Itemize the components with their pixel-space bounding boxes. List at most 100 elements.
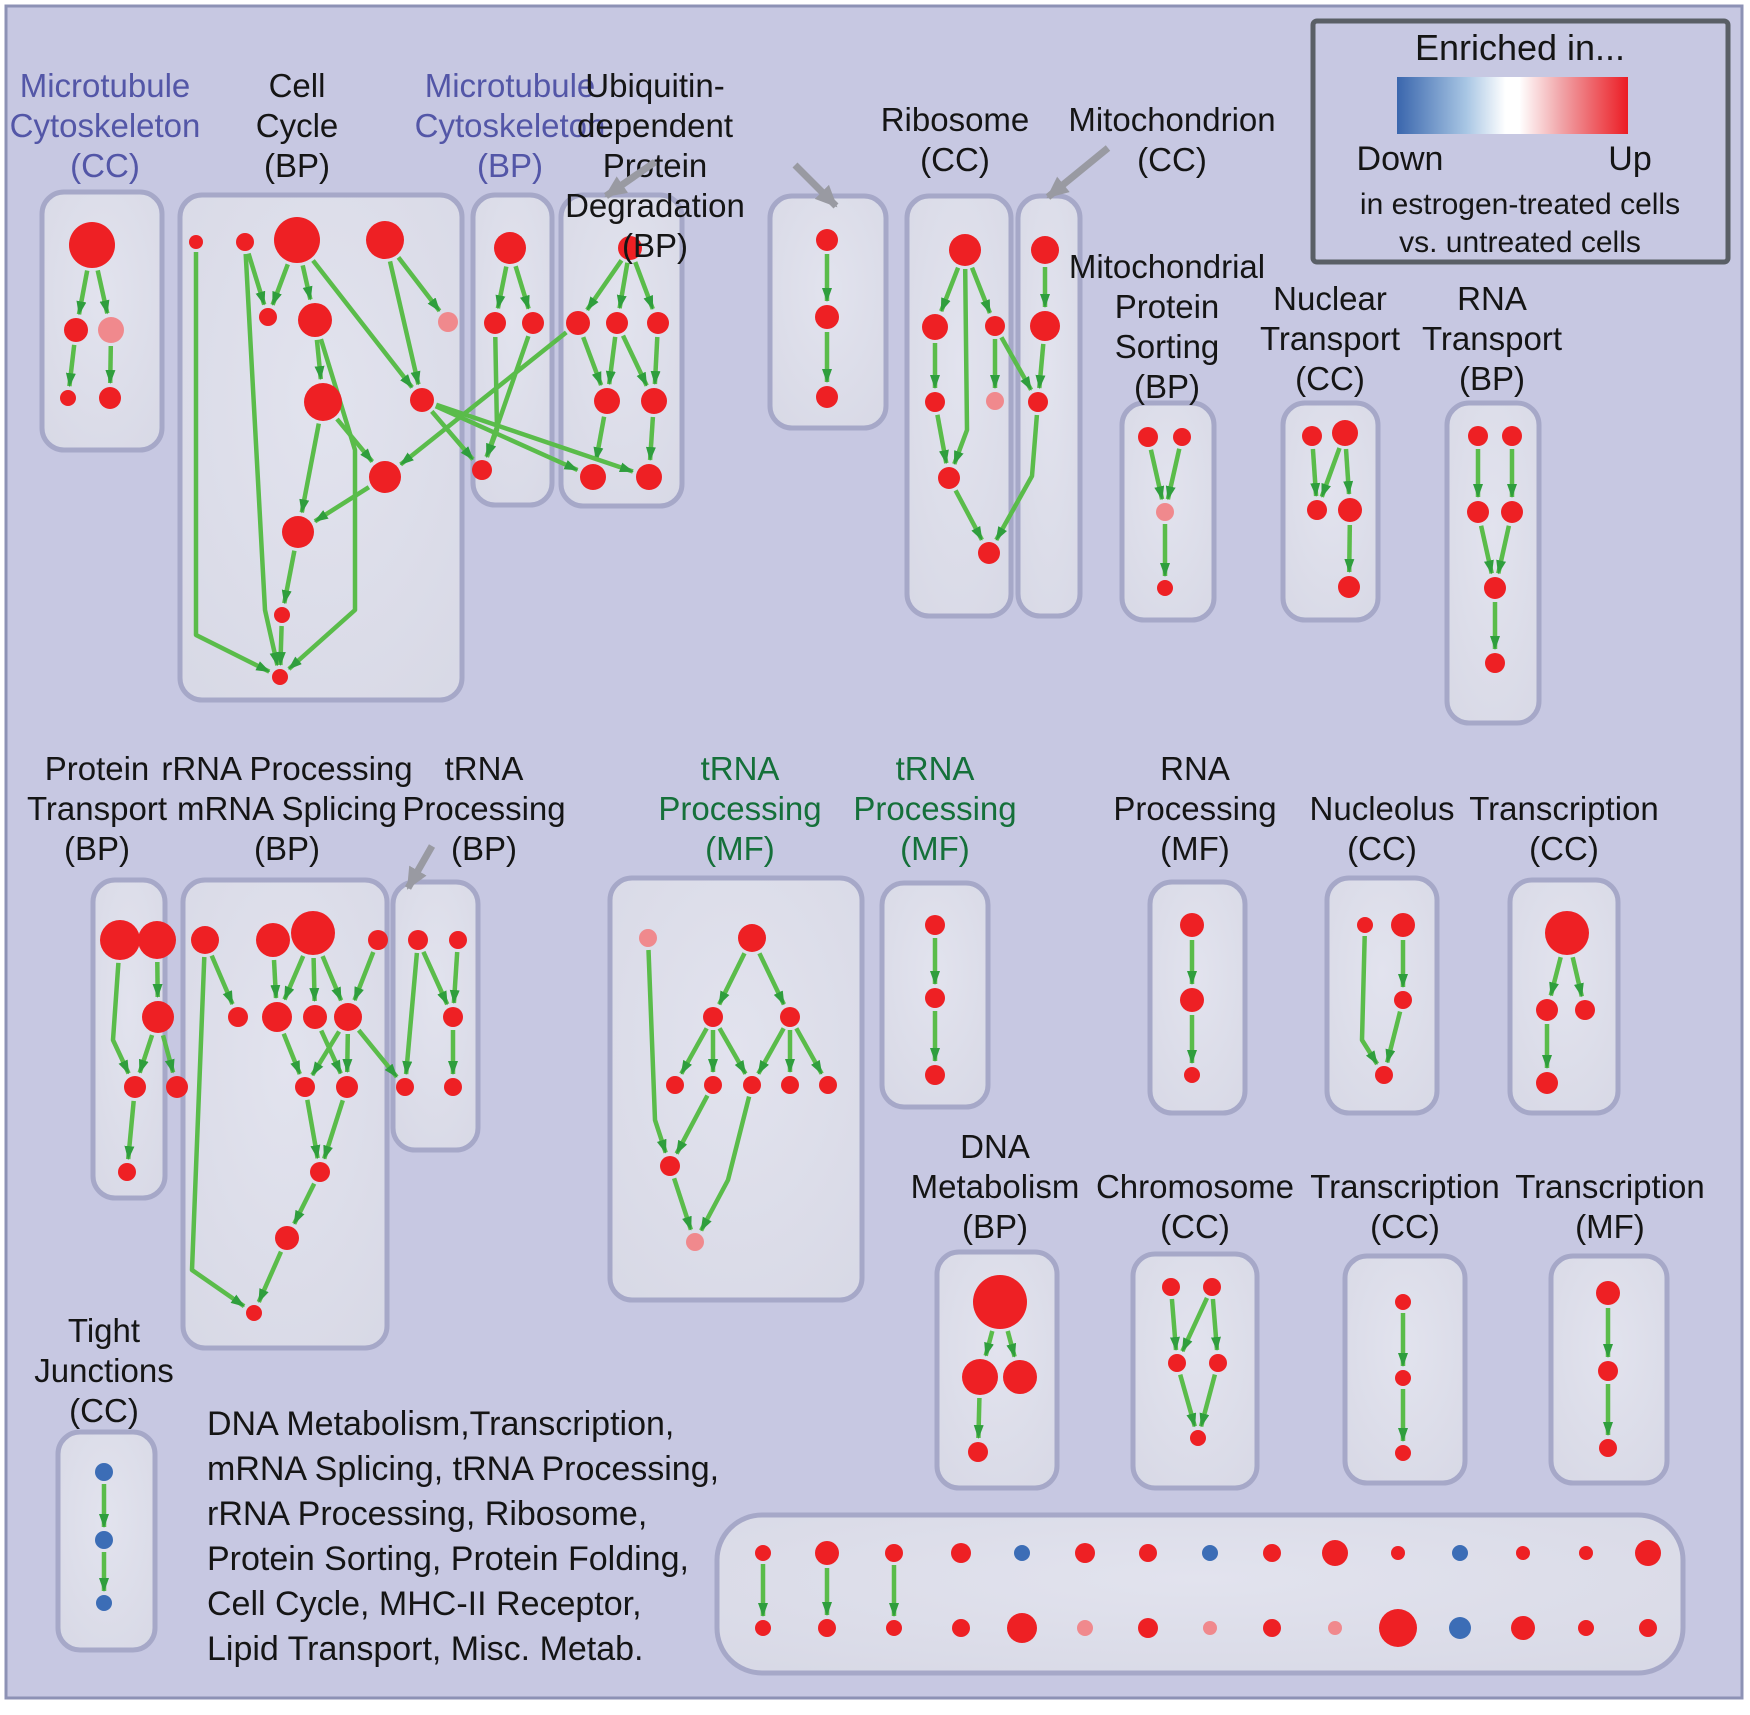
mps-node-1 xyxy=(1173,428,1191,446)
rrna-node-12 xyxy=(246,1305,262,1321)
transcription-cc2-edge xyxy=(1570,956,1584,998)
trna-mf1-node-1 xyxy=(738,924,766,952)
ribosome-label: (CC) xyxy=(920,141,990,178)
dna-metab-box xyxy=(934,1249,1060,1491)
trna-bp-edge xyxy=(449,951,460,1004)
ubiquitin-label: Ubiquitin- xyxy=(585,67,724,104)
transcription-mf-node-1 xyxy=(1598,1361,1618,1381)
trna-bp-label: Processing xyxy=(402,790,565,827)
rna-proc-mf-node-2 xyxy=(1184,1067,1200,1083)
chromosome-node-2 xyxy=(1168,1354,1186,1372)
protein-transport-edge xyxy=(160,1034,176,1074)
mt-cc-node-1 xyxy=(64,318,88,342)
dna-metabolism-label: Metabolism xyxy=(911,1168,1080,1205)
nuclear-edge xyxy=(1344,524,1355,573)
cross-edge xyxy=(435,402,634,474)
nuclear-transport-label: (CC) xyxy=(1295,360,1365,397)
ubiq1-node-7 xyxy=(636,464,662,490)
rrna-node-1 xyxy=(256,923,290,957)
rrna-node-3 xyxy=(368,930,388,950)
ubiq2-node-1 xyxy=(815,305,839,329)
chromosome-node-3 xyxy=(1209,1354,1227,1372)
nuclear-node-1 xyxy=(1332,420,1358,446)
transcription-mf-node-0 xyxy=(1596,1281,1620,1305)
pair-top-node-12 xyxy=(1516,1546,1530,1560)
protein-transport-label: Transport xyxy=(27,790,167,827)
cell-cycle-edge xyxy=(314,339,325,381)
protein-transport-edge xyxy=(124,1100,136,1161)
rrna-edge xyxy=(209,954,235,1006)
pair-top-node-0 xyxy=(755,1545,771,1561)
trna-mf1-label: (MF) xyxy=(705,830,775,867)
cell-cycle-edge xyxy=(246,252,267,306)
mt-bp-node-3 xyxy=(472,460,492,480)
ribosome-edge xyxy=(935,414,949,465)
trna-bp-box xyxy=(390,879,481,1153)
mt-bp-label: (BP) xyxy=(477,147,543,184)
nuclear-node-2 xyxy=(1307,500,1327,520)
pair-bottom-node-12 xyxy=(1511,1616,1535,1640)
pair-top-node-2 xyxy=(885,1544,903,1562)
mt-cc-label: Microtubule xyxy=(20,67,191,104)
trna-mf1-node-4 xyxy=(666,1076,684,1094)
rna-transport-label: Transport xyxy=(1422,320,1562,357)
mito-protein-sorting-label: (BP) xyxy=(1134,368,1200,405)
pair-top-node-4 xyxy=(1014,1545,1030,1561)
nuclear-node-3 xyxy=(1338,498,1362,522)
cell-cycle-edge xyxy=(300,264,313,301)
mt-cc-label: Cytoskeleton xyxy=(10,107,201,144)
protein-transport-edge xyxy=(110,962,131,1075)
nucleolus-node-2 xyxy=(1394,991,1412,1009)
transcription-mf-node-2 xyxy=(1599,1439,1617,1457)
chromosome-edge xyxy=(1210,1298,1221,1351)
mps-node-2 xyxy=(1156,503,1174,521)
rrna-mrna-label: (BP) xyxy=(254,830,320,867)
trna-mf1-edge xyxy=(794,1027,824,1075)
rrna-edge xyxy=(282,955,306,1001)
cell-cycle-node-7 xyxy=(304,383,342,421)
pair-bottom-node-7 xyxy=(1203,1621,1217,1635)
ribosome-edge xyxy=(969,266,992,314)
rna-proc-mf-node-0 xyxy=(1180,913,1204,937)
rrna-node-11 xyxy=(275,1226,299,1250)
rrna-node-8 xyxy=(295,1077,315,1097)
pair-top-node-7 xyxy=(1202,1545,1218,1561)
rna-transport-node-2 xyxy=(1467,501,1489,523)
ribosome-node-5 xyxy=(938,467,960,489)
nucleolus-edge xyxy=(1385,1011,1403,1064)
ubiq1-node-6 xyxy=(580,464,606,490)
chromosome-label: (CC) xyxy=(1160,1208,1230,1245)
mt-cc-node-4 xyxy=(99,387,121,409)
trna-mf1-edge xyxy=(717,1027,748,1075)
rrna-node-0 xyxy=(191,926,219,954)
ubiq1-node-1 xyxy=(566,311,590,335)
tight-junctions-node-0 xyxy=(95,1463,113,1481)
nuclear-transport-label: Transport xyxy=(1260,320,1400,357)
rna-processing-mf-label: Processing xyxy=(1113,790,1276,827)
cell-cycle-node-0 xyxy=(189,235,203,249)
trna-bp-label: tRNA xyxy=(445,750,524,787)
rrna-edge xyxy=(292,1182,317,1225)
chromosome-node-1 xyxy=(1203,1278,1221,1296)
ubiq1-edge xyxy=(585,259,624,312)
cell-cycle-label: Cell xyxy=(269,67,326,104)
rrna-edge xyxy=(256,1250,284,1303)
mt-cc-edge xyxy=(76,270,90,316)
ubiq1-edge xyxy=(650,336,661,385)
trna-mf1-node-2 xyxy=(703,1007,723,1027)
rrna-node-10 xyxy=(310,1162,330,1182)
trna-mf1-label: tRNA xyxy=(701,750,780,787)
rrna-node-7 xyxy=(334,1003,362,1031)
mt-cc-label: (CC) xyxy=(70,147,140,184)
ubiq1-edge xyxy=(593,416,607,462)
pair-top-node-14 xyxy=(1635,1540,1661,1566)
trna-mf2-label: (MF) xyxy=(900,830,970,867)
rrna-edge xyxy=(189,956,246,1309)
cell-cycle-node-12 xyxy=(272,669,288,685)
trna-mf1-edge xyxy=(756,1027,786,1075)
trna-mf1-label: Processing xyxy=(658,790,821,827)
trna-bp-arrow-icon xyxy=(404,844,436,890)
pair-bottom-node-9 xyxy=(1328,1621,1342,1635)
rrna-node-9 xyxy=(336,1076,358,1098)
